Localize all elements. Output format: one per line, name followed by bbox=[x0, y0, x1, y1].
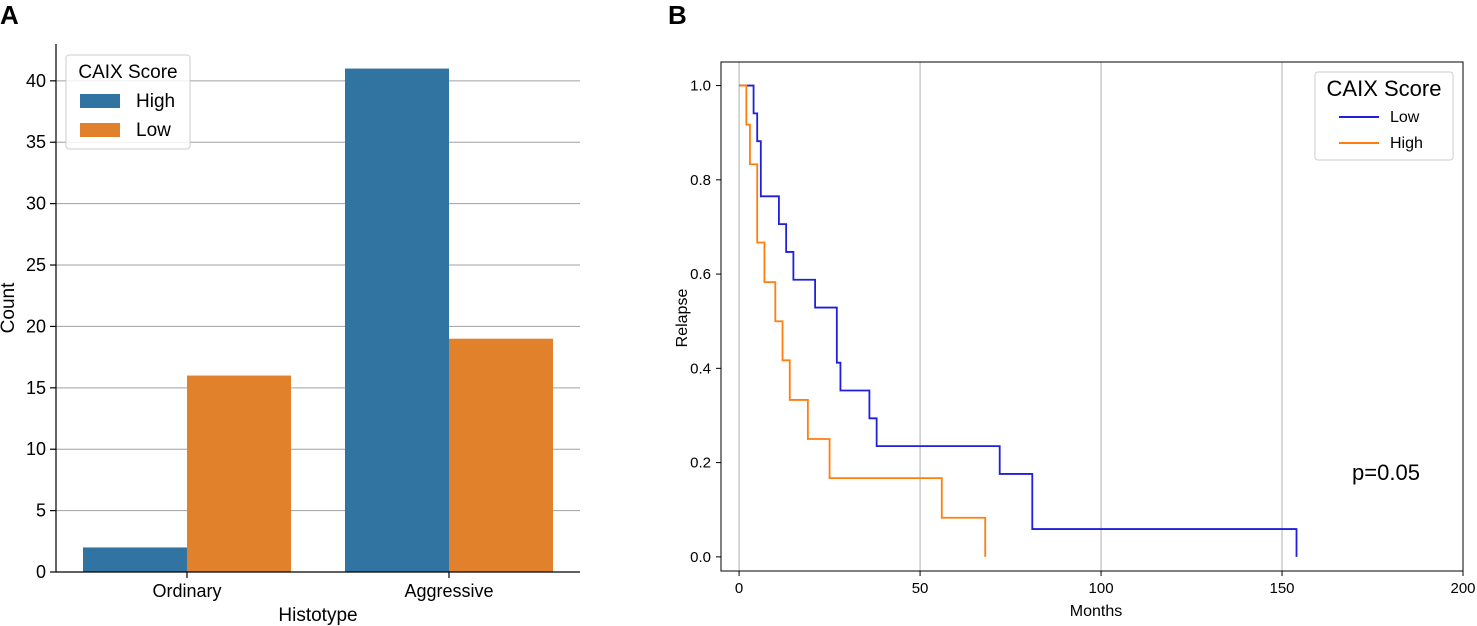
step-line-high bbox=[739, 84, 987, 557]
panel-b-p-value: p=0.05 bbox=[1352, 460, 1420, 485]
x-tick-label-0: 0 bbox=[735, 580, 743, 597]
panel-b-legend: CAIX Score Low High bbox=[1314, 71, 1454, 161]
y-tick-label-0-8: 0.8 bbox=[690, 172, 711, 189]
bar-aggressive-low bbox=[449, 338, 553, 572]
panel-b-step-lines bbox=[739, 84, 1298, 557]
step-line-low bbox=[739, 84, 1298, 557]
x-tick-label-ordinary: Ordinary bbox=[152, 581, 221, 601]
panel-b-line-chart: B 0.0 0.2 0.4 0.6 0.8 1.0 0 50 100 150 200 Months… bbox=[668, 0, 1476, 620]
panel-a-legend-title: CAIX Score bbox=[78, 62, 177, 83]
y-tick-label-0-4: 0.4 bbox=[690, 360, 711, 377]
y-tick-label-25: 25 bbox=[26, 255, 46, 275]
panel-a-legend-label-high: High bbox=[136, 91, 175, 112]
panel-a-legend-label-low: Low bbox=[136, 120, 171, 141]
panel-b-legend-label-low: Low bbox=[1390, 109, 1420, 126]
panel-b-legend-label-high: High bbox=[1390, 135, 1423, 152]
panel-label-a: A bbox=[0, 0, 19, 30]
y-tick-label-0-6: 0.6 bbox=[690, 266, 711, 283]
panel-a-legend-swatch-high bbox=[80, 94, 120, 108]
panel-a-x-ticks: Ordinary Aggressive bbox=[152, 572, 494, 601]
x-tick-label-aggressive: Aggressive bbox=[404, 581, 493, 601]
y-tick-label-0-2: 0.2 bbox=[690, 455, 711, 472]
panel-b-y-axis-label: Relapse bbox=[674, 289, 691, 348]
panel-label-b: B bbox=[668, 0, 687, 30]
panel-a-bars bbox=[83, 68, 553, 572]
bar-ordinary-low bbox=[187, 375, 291, 572]
panel-a-bar-chart: A 0 5 10 15 20 25 30 35 40 Ordinary Aggressive Hi… bbox=[0, 0, 580, 626]
panel-a-y-ticks: 0 5 10 15 20 25 30 35 40 bbox=[26, 71, 56, 582]
panel-b-legend-frame bbox=[1314, 71, 1454, 161]
panel-b-legend-title: CAIX Score bbox=[1327, 76, 1442, 101]
panel-b-y-ticks: 0.0 0.2 0.4 0.6 0.8 1.0 bbox=[690, 78, 721, 566]
y-tick-label-30: 30 bbox=[26, 194, 46, 214]
x-tick-label-150: 150 bbox=[1270, 580, 1295, 597]
y-tick-label-35: 35 bbox=[26, 132, 46, 152]
y-tick-label-0: 0 bbox=[36, 562, 46, 582]
y-tick-label-20: 20 bbox=[26, 316, 46, 336]
y-tick-label-10: 10 bbox=[26, 439, 46, 459]
y-tick-label-40: 40 bbox=[26, 71, 46, 91]
bar-aggressive-high bbox=[345, 68, 449, 572]
panel-a-legend: CAIX Score High Low bbox=[65, 54, 191, 150]
x-tick-label-200: 200 bbox=[1450, 580, 1475, 597]
panel-a-x-axis-label: Histotype bbox=[278, 605, 357, 626]
y-tick-label-15: 15 bbox=[26, 378, 46, 398]
x-tick-label-50: 50 bbox=[912, 580, 929, 597]
panel-b-plot-frame bbox=[720, 61, 1464, 572]
y-tick-label-5: 5 bbox=[36, 501, 46, 521]
y-tick-label-1-0: 1.0 bbox=[690, 78, 711, 95]
panel-b-x-axis-label: Months bbox=[1070, 603, 1122, 620]
x-tick-label-100: 100 bbox=[1089, 580, 1114, 597]
panel-b-x-ticks: 0 50 100 150 200 bbox=[735, 571, 1476, 597]
bar-ordinary-high bbox=[83, 547, 187, 572]
y-tick-label-0-0: 0.0 bbox=[690, 549, 711, 566]
panel-a-y-axis-label: Count bbox=[0, 282, 19, 333]
panel-a-legend-swatch-low bbox=[80, 123, 120, 137]
